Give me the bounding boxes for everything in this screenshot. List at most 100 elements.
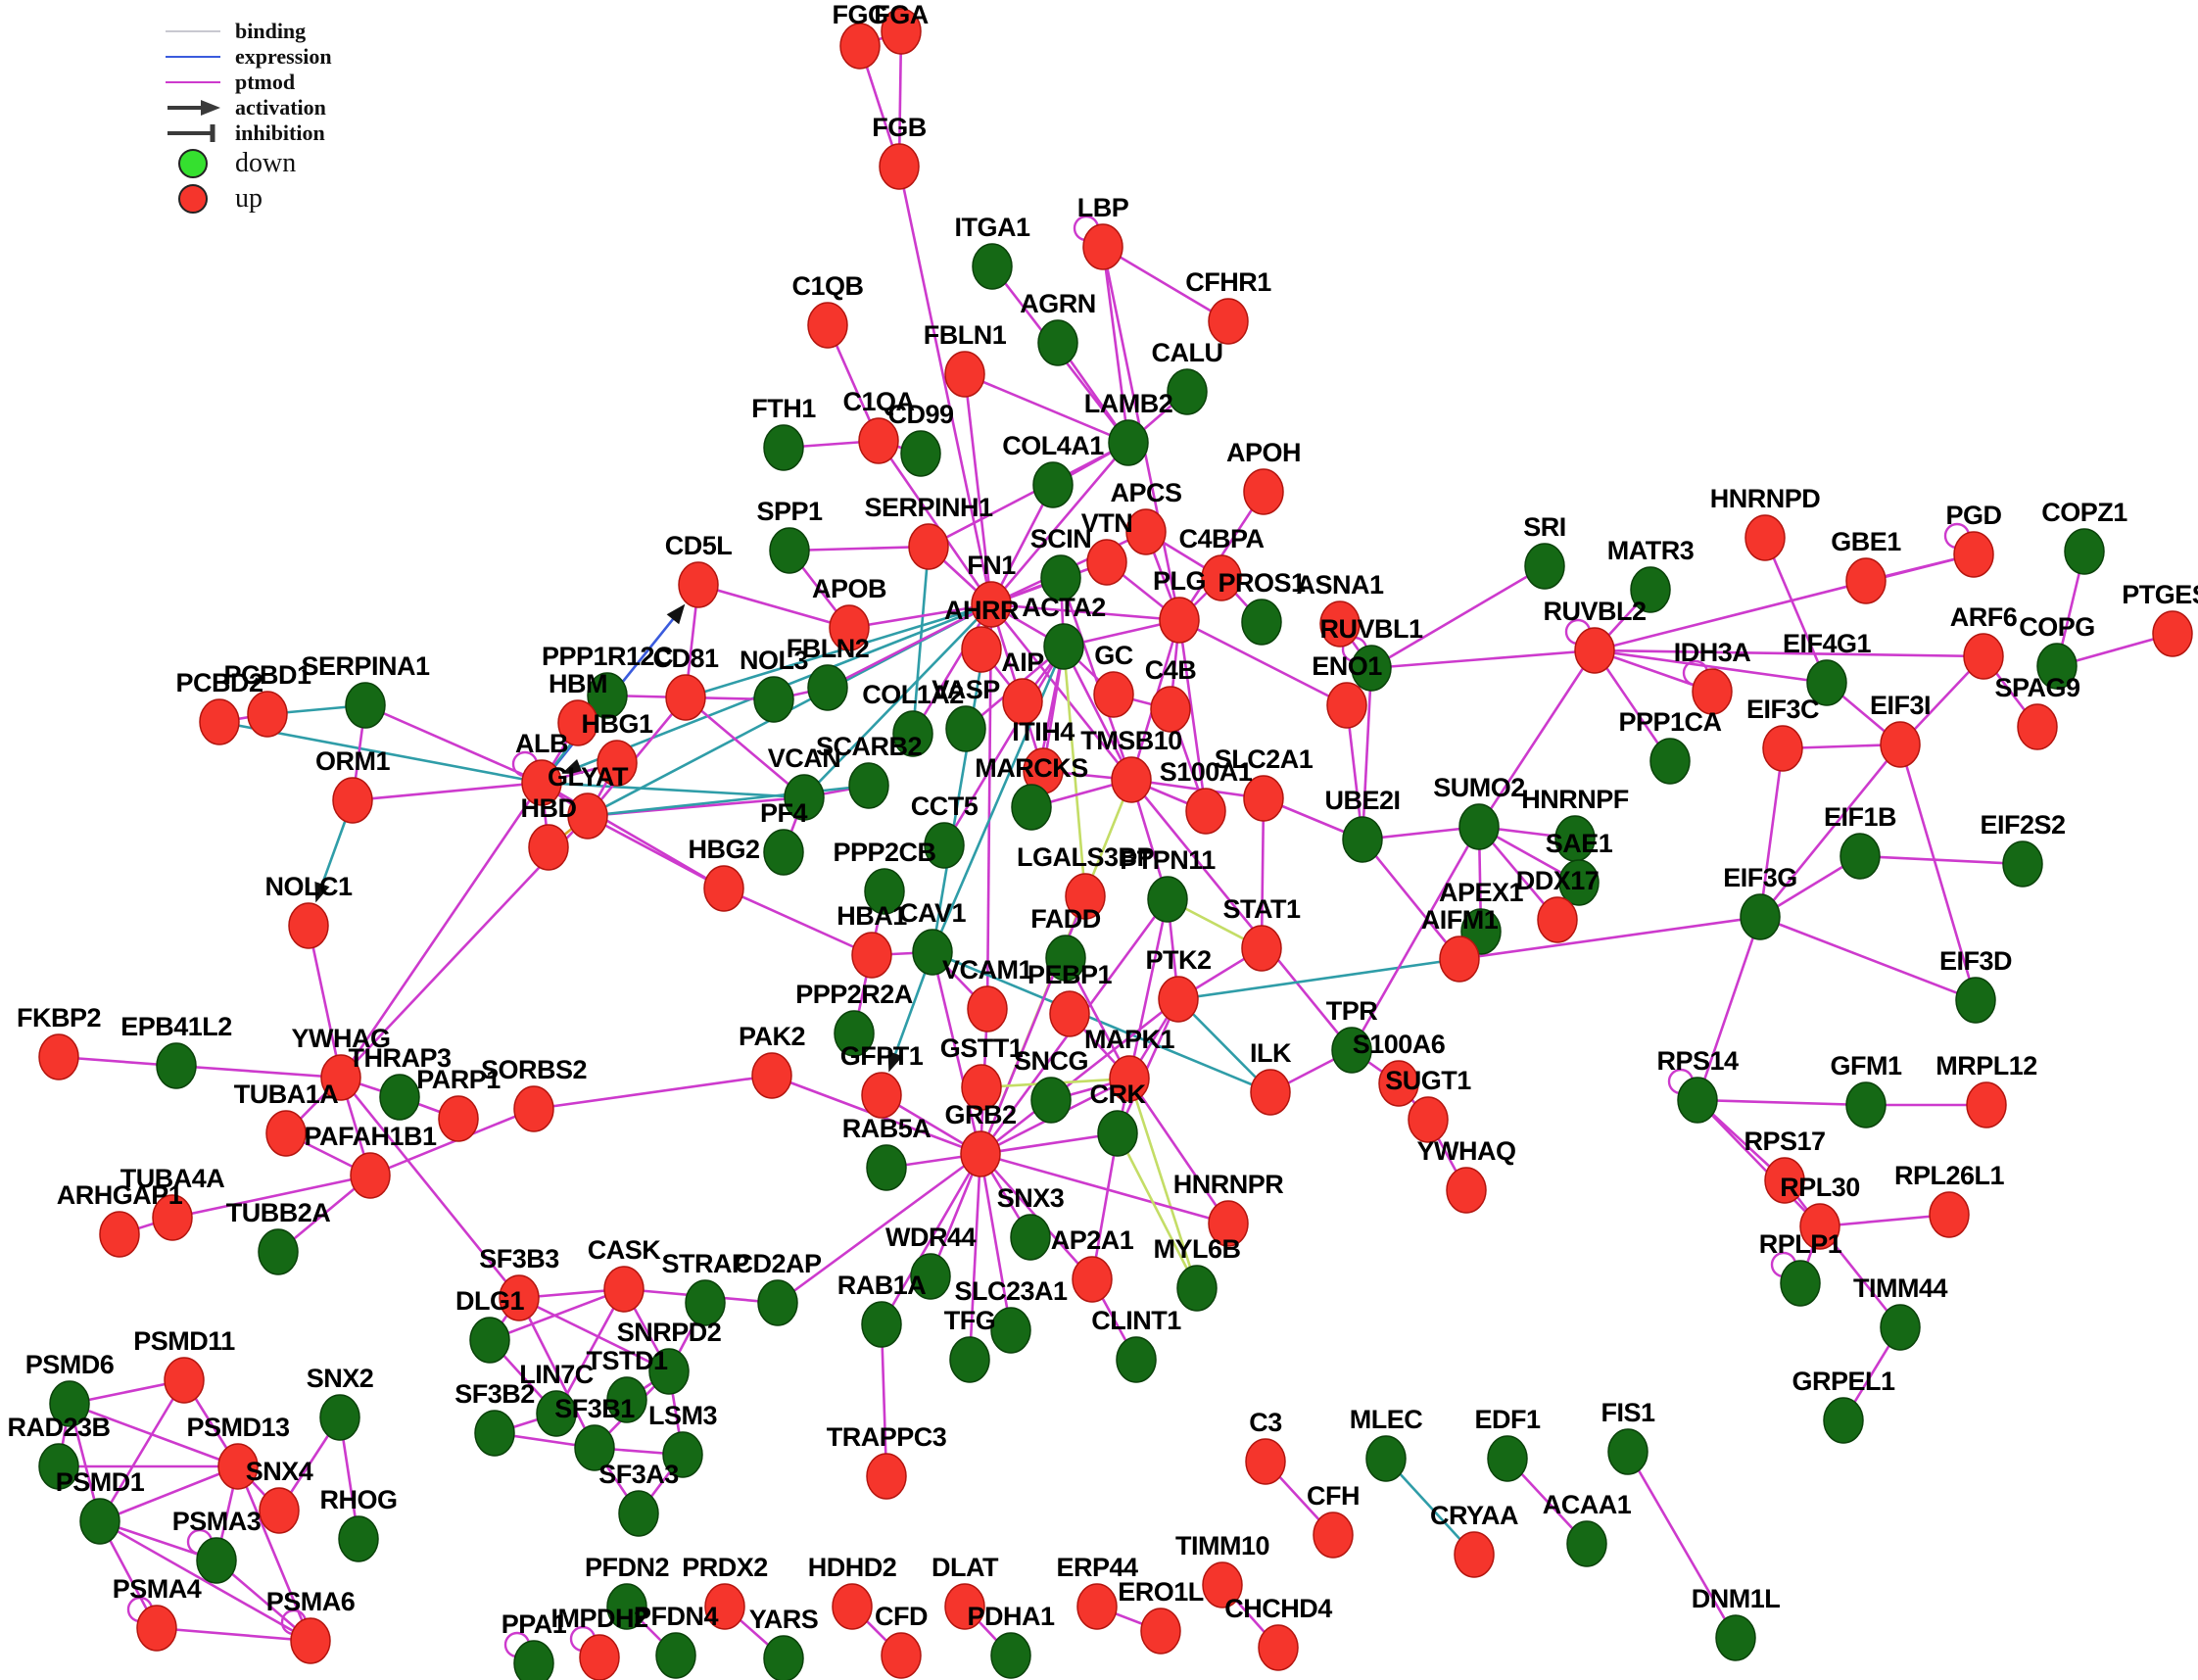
node-THRAP3[interactable]	[379, 1074, 420, 1121]
node-CAV1[interactable]	[912, 929, 953, 976]
node-SLC23A1[interactable]	[990, 1307, 1031, 1354]
node-FKBP2[interactable]	[38, 1033, 79, 1080]
node-ORM1[interactable]	[332, 777, 373, 824]
node-SERPINA1[interactable]	[345, 682, 386, 729]
node-YWHAQ[interactable]	[1446, 1167, 1487, 1214]
node-HBG1[interactable]	[597, 740, 638, 787]
node-PROS1[interactable]	[1241, 599, 1282, 646]
node-ALB[interactable]	[521, 759, 562, 806]
node-AIFM1[interactable]	[1439, 936, 1480, 983]
node-RPL30[interactable]	[1799, 1203, 1840, 1250]
node-RAD23B[interactable]	[38, 1443, 79, 1490]
node-APOB[interactable]	[829, 604, 870, 651]
node-VASP[interactable]	[945, 705, 986, 752]
node-PPA1[interactable]	[513, 1640, 554, 1680]
node-PPP2CB[interactable]	[864, 868, 905, 915]
node-PAFAH1B1[interactable]	[350, 1152, 391, 1199]
node-HBD[interactable]	[528, 824, 569, 871]
node-PAK2[interactable]	[751, 1052, 792, 1099]
node-DLAT[interactable]	[944, 1583, 985, 1630]
node-C1QB[interactable]	[807, 302, 848, 349]
node-CLINT1[interactable]	[1116, 1336, 1157, 1383]
node-SNX3[interactable]	[1010, 1214, 1051, 1261]
node-TRAPPC3[interactable]	[866, 1453, 907, 1500]
node-RPLP1[interactable]	[1780, 1260, 1821, 1307]
node-HBA1[interactable]	[851, 932, 892, 979]
node-LAMB2[interactable]	[1108, 419, 1149, 466]
node-S100A6[interactable]	[1378, 1060, 1419, 1107]
node-LIN7C[interactable]	[536, 1390, 577, 1437]
node-ITGA1[interactable]	[972, 243, 1013, 290]
node-PSMD6[interactable]	[49, 1380, 90, 1427]
node-ILK[interactable]	[1250, 1069, 1291, 1116]
node-TFG[interactable]	[949, 1336, 990, 1383]
node-ACAA1[interactable]	[1566, 1520, 1607, 1567]
node-CCT5[interactable]	[924, 822, 965, 869]
node-PSMA3[interactable]	[196, 1537, 237, 1584]
node-RUVBL1[interactable]	[1351, 645, 1392, 692]
node-UBE2I[interactable]	[1342, 816, 1383, 863]
node-HBM[interactable]	[557, 699, 598, 746]
node-CASK[interactable]	[603, 1266, 645, 1313]
node-MYL6B[interactable]	[1176, 1265, 1218, 1312]
node-NOLC1[interactable]	[288, 902, 329, 949]
node-PDHA1[interactable]	[990, 1632, 1031, 1679]
node-SF3B1[interactable]	[574, 1424, 615, 1471]
node-ASNA1[interactable]	[1319, 600, 1361, 648]
node-LSM3[interactable]	[662, 1431, 703, 1478]
node-TMSB10[interactable]	[1111, 756, 1152, 803]
node-PRDX2[interactable]	[704, 1583, 745, 1630]
node-TSTD1[interactable]	[606, 1376, 647, 1423]
node-SERPINH1[interactable]	[908, 523, 949, 570]
node-EIF3D[interactable]	[1955, 977, 1996, 1024]
node-EDF1[interactable]	[1487, 1435, 1528, 1482]
node-VCAN[interactable]	[784, 774, 825, 821]
node-PLG[interactable]	[1159, 597, 1200, 644]
node-VCAM1[interactable]	[967, 985, 1008, 1032]
node-SF3B3[interactable]	[499, 1274, 540, 1321]
node-RPS14[interactable]	[1677, 1077, 1718, 1124]
node-SNX2[interactable]	[319, 1394, 360, 1441]
node-EIF3G[interactable]	[1740, 893, 1781, 940]
node-PSMD1[interactable]	[79, 1498, 120, 1545]
node-FBLN2[interactable]	[807, 664, 848, 711]
node-AHRR[interactable]	[961, 626, 1002, 673]
node-COPZ1[interactable]	[2064, 528, 2105, 575]
node-CD99[interactable]	[900, 430, 941, 477]
node-CALU[interactable]	[1167, 368, 1208, 415]
node-TUBB2A[interactable]	[258, 1228, 299, 1275]
node-FGA[interactable]	[881, 8, 922, 55]
node-ARHGAP1[interactable]	[99, 1211, 140, 1258]
node-EIF3C[interactable]	[1762, 725, 1803, 772]
node-COPG[interactable]	[2036, 643, 2078, 690]
node-SUMO2[interactable]	[1458, 803, 1500, 850]
node-PCBD1[interactable]	[247, 691, 288, 738]
node-EIF3I[interactable]	[1880, 721, 1921, 768]
node-STAT1[interactable]	[1241, 925, 1282, 972]
node-ERO1L[interactable]	[1140, 1608, 1181, 1655]
node-PPP1CA[interactable]	[1649, 738, 1691, 785]
node-HBG2[interactable]	[703, 865, 744, 912]
node-SF3B2[interactable]	[474, 1410, 515, 1457]
node-HNRNPD[interactable]	[1744, 514, 1786, 561]
node-DDX17[interactable]	[1537, 896, 1578, 943]
node-IDH3A[interactable]	[1692, 668, 1733, 715]
node-GSTT1[interactable]	[961, 1064, 1002, 1111]
node-PPP2R2A[interactable]	[834, 1010, 875, 1057]
node-COL1A2[interactable]	[892, 710, 933, 757]
node-MATR3[interactable]	[1630, 566, 1671, 613]
node-CFH[interactable]	[1313, 1512, 1354, 1559]
node-SNRPD2[interactable]	[648, 1348, 690, 1395]
node-LBP[interactable]	[1082, 223, 1123, 270]
node-EIF4G1[interactable]	[1806, 659, 1847, 706]
node-CRK[interactable]	[1097, 1110, 1138, 1157]
node-AP2A1[interactable]	[1072, 1256, 1113, 1303]
node-YARS[interactable]	[763, 1635, 804, 1680]
node-GC[interactable]	[1093, 671, 1134, 718]
node-MARCKS[interactable]	[1011, 784, 1052, 831]
node-AIP[interactable]	[1002, 678, 1043, 725]
node-PFDN4[interactable]	[655, 1632, 696, 1679]
node-SNX4[interactable]	[259, 1487, 300, 1534]
node-SPP1[interactable]	[769, 527, 810, 574]
node-LGALS3BP[interactable]	[1065, 873, 1106, 920]
